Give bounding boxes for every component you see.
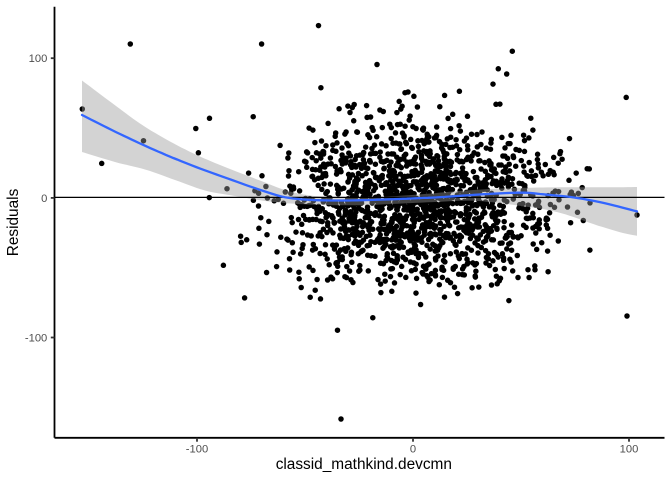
svg-text:-100: -100 [25,333,47,345]
svg-text:-100: -100 [186,444,208,456]
svg-text:100: 100 [29,53,48,65]
svg-text:100: 100 [620,444,639,456]
svg-text:0: 0 [410,444,416,456]
svg-text:0: 0 [41,193,47,205]
svg-text:Residuals: Residuals [5,188,22,256]
svg-text:classid_mathkind.devcmn: classid_mathkind.devcmn [276,456,452,473]
